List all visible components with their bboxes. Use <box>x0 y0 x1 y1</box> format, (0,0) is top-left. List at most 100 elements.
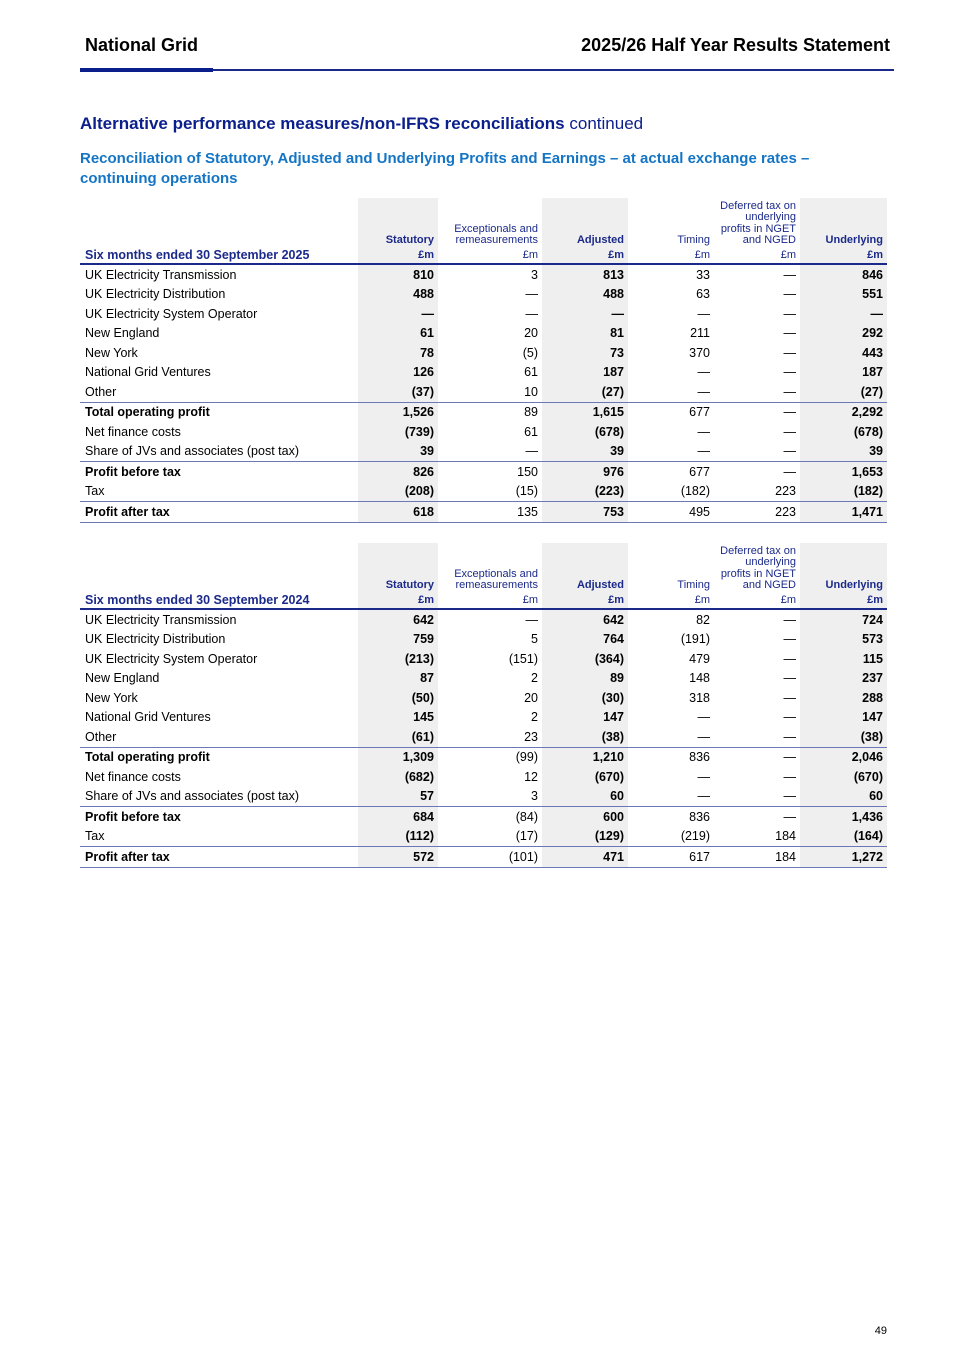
cell-value: 573 <box>800 629 887 649</box>
cell-value: (208) <box>358 481 438 502</box>
column-unit: £m <box>867 248 883 261</box>
cell-value: 3 <box>531 789 538 804</box>
cell-value: — <box>697 729 711 744</box>
cell-value: — <box>783 671 797 686</box>
cell-value: 39 <box>800 441 887 462</box>
row-label: Profit after tax <box>80 501 358 523</box>
cell-value: 1,436 <box>800 806 887 827</box>
column-unit: £m <box>694 248 710 261</box>
cell-value: 677 <box>628 461 714 482</box>
cell-value: 846 <box>800 264 887 285</box>
row-label: National Grid Ventures <box>85 710 211 725</box>
cell-value: (678) <box>800 422 887 442</box>
cell-value: (364) <box>542 649 628 669</box>
period-label: Six months ended 30 September 2025 <box>85 247 310 262</box>
row-label: Share of JVs and associates (post tax) <box>85 789 299 804</box>
cell-value: (38) <box>542 727 628 747</box>
cell-value: 976 <box>542 461 628 482</box>
cell-value: — <box>714 461 800 482</box>
cell-value: (739) <box>358 422 438 442</box>
column-unit: £m <box>867 593 883 606</box>
cell-value: — <box>542 304 628 324</box>
column-header: Exceptionals and remeasurements £m <box>438 543 542 609</box>
cell-value: — <box>525 444 539 459</box>
table-row: UK Electricity System Operator (213) (151)… <box>80 649 887 669</box>
row-label: UK Electricity System Operator <box>85 651 258 666</box>
cell-value: 2,046 <box>800 746 887 767</box>
cell-value: (112) <box>358 826 438 847</box>
column-header: Adjusted £m <box>542 198 628 264</box>
table-row: National Grid Ventures 126 61 187— —187 <box>80 362 887 382</box>
document-title: 2025/26 Half Year Results Statement <box>581 35 890 55</box>
row-label: Other <box>85 729 117 744</box>
cell-value: 89 <box>542 668 628 688</box>
cell-value: — <box>783 424 797 439</box>
cell-value: 810 <box>358 264 438 285</box>
header-rule <box>80 69 894 71</box>
cell-value: — <box>525 306 539 321</box>
cell-value: — <box>525 287 539 302</box>
cell-value: — <box>714 401 800 422</box>
table-row: New England 61 20 81 211 —292 <box>80 323 887 343</box>
table-row: Profit after tax 618 135 753 495 223 1,471 <box>80 501 887 523</box>
header-row: Six months ended 30 September 2025 Statut… <box>80 198 887 264</box>
table-row: National Grid Ventures 145 2 147— —147 <box>80 707 887 727</box>
cell-value: 488 <box>542 284 628 304</box>
table-row: Share of JVs and associates (post tax) 39… <box>80 441 887 462</box>
column-unit: £m <box>522 248 538 261</box>
cell-value: 78 <box>358 343 438 363</box>
cell-value: (101) <box>438 846 542 868</box>
table-row: Profit before tax 684 (84) 600 836—1,436 <box>80 806 887 827</box>
cell-value: (682) <box>358 767 438 787</box>
cell-value: — <box>697 306 711 321</box>
table-row: Profit after tax 572 (101) 471 617 184 1,272 <box>80 846 887 868</box>
column-header: Exceptionals and remeasurements £m <box>438 198 542 264</box>
company-name: National Grid <box>85 35 199 55</box>
cell-value: — <box>714 806 800 827</box>
cell-value: 1,272 <box>800 846 887 868</box>
cell-value: 495 <box>628 501 714 523</box>
period-label: Six months ended 30 September 2024 <box>85 592 310 607</box>
row-label: UK Electricity Transmission <box>85 612 237 627</box>
cell-value: — <box>783 690 797 705</box>
cell-value: 318 <box>689 690 710 705</box>
cell-value: 759 <box>358 629 438 649</box>
cell-value: — <box>783 729 797 744</box>
column-unit: £m <box>418 248 434 261</box>
cell-value: (50) <box>358 688 438 708</box>
cell-value: 57 <box>358 786 438 807</box>
cell-value: 20 <box>524 690 538 705</box>
cell-value: 147 <box>542 707 628 727</box>
column-unit: £m <box>608 593 624 606</box>
cell-value: — <box>525 612 539 627</box>
column-unit: £m <box>780 248 796 261</box>
column-label: Exceptionals and remeasurements <box>454 222 538 246</box>
row-label: Total operating profit <box>80 401 358 422</box>
cell-value: — <box>697 384 711 399</box>
cell-value: — <box>783 267 797 282</box>
cell-value: 488 <box>358 284 438 304</box>
cell-value: — <box>783 789 797 804</box>
row-label: Net finance costs <box>85 769 181 784</box>
cell-value: 63 <box>696 287 710 302</box>
column-label: Timing <box>677 234 710 246</box>
cell-value: 20 <box>524 326 538 341</box>
cell-value: (213) <box>358 649 438 669</box>
cell-value: 471 <box>542 846 628 868</box>
cell-value: 642 <box>358 609 438 630</box>
cell-value: (61) <box>358 727 438 747</box>
cell-value: 617 <box>628 846 714 868</box>
column-header: Timing £m <box>628 543 714 609</box>
cell-value: — <box>783 384 797 399</box>
cell-value: 115 <box>800 649 887 669</box>
cell-value: 39 <box>358 441 438 462</box>
cell-value: 2,292 <box>800 401 887 422</box>
cell-value: (191) <box>680 632 710 647</box>
cell-value: — <box>697 444 711 459</box>
cell-value: (164) <box>800 826 887 847</box>
cell-value: — <box>697 769 711 784</box>
cell-value: 1,615 <box>542 401 628 422</box>
column-header: Underlying £m <box>800 198 887 264</box>
cell-value: 23 <box>524 729 538 744</box>
cell-value: 764 <box>542 629 628 649</box>
